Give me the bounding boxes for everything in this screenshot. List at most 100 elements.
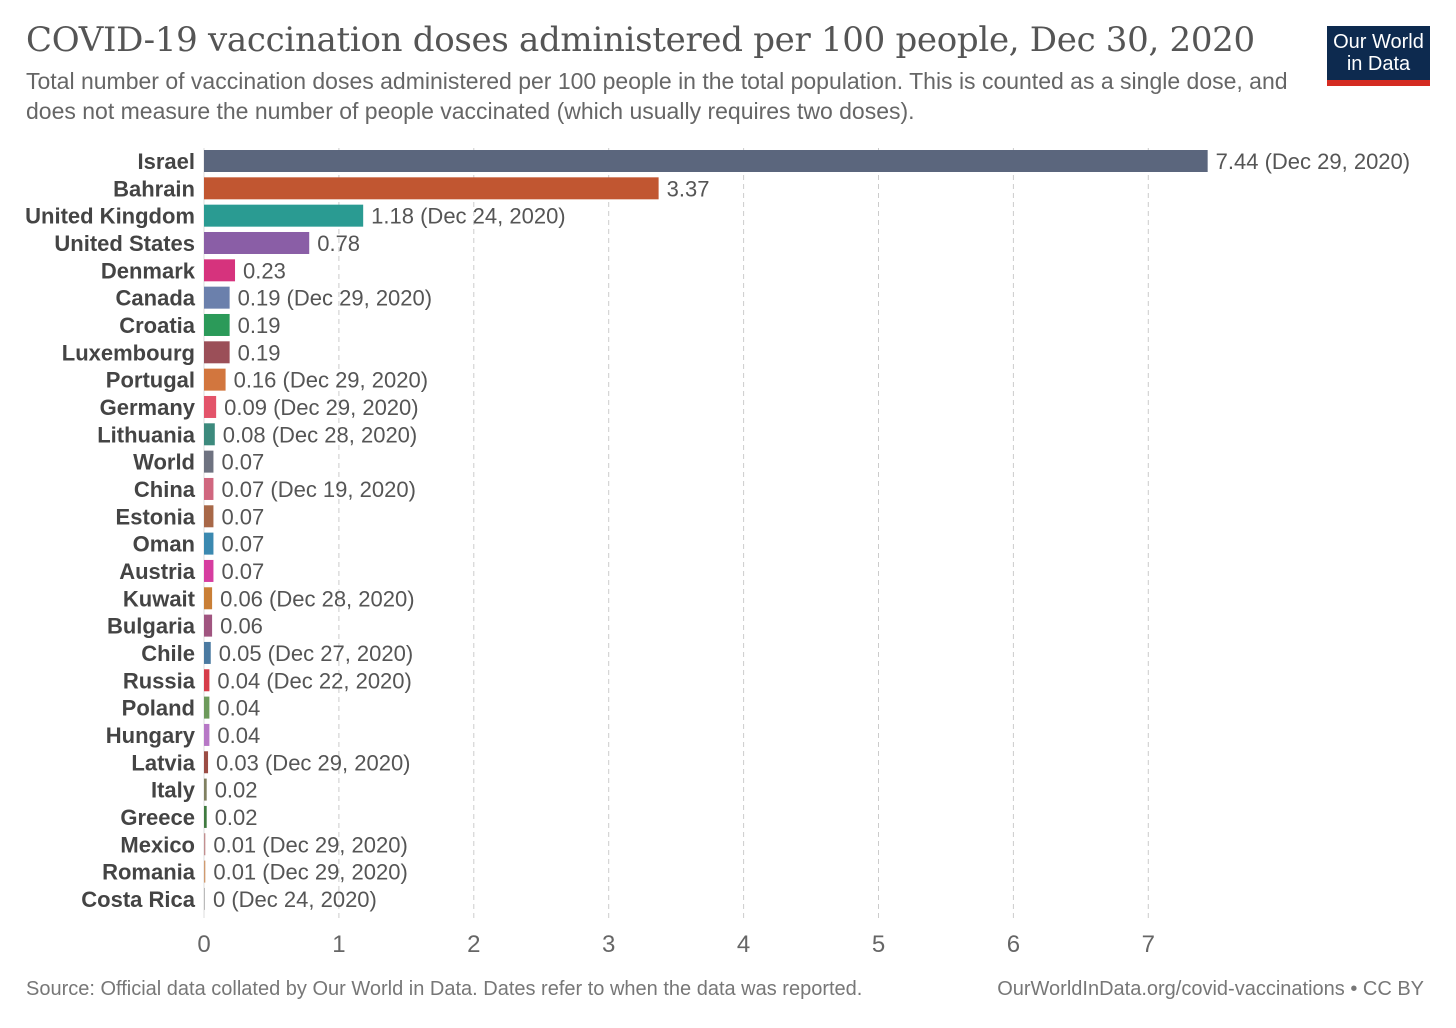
credit-link[interactable]: OurWorldInData.org/covid-vaccinations • … <box>997 978 1424 1000</box>
bar[interactable] <box>204 641 211 664</box>
bar[interactable] <box>204 313 230 336</box>
category-label: United Kingdom <box>25 204 195 229</box>
x-tick-label: 2 <box>467 931 480 958</box>
category-label: Poland <box>122 696 195 721</box>
value-label: 0.16 (Dec 29, 2020) <box>234 368 428 393</box>
value-label: 0.02 <box>215 805 258 830</box>
x-tick-label: 7 <box>1142 931 1155 958</box>
bar[interactable] <box>204 231 310 254</box>
category-label: Greece <box>120 805 195 830</box>
gridlines <box>203 148 1149 918</box>
value-label: 0.04 (Dec 22, 2020) <box>217 668 411 693</box>
category-label: Denmark <box>101 258 196 283</box>
value-label: 0.06 <box>220 614 263 639</box>
value-label: 7.44 (Dec 29, 2020) <box>1216 149 1410 174</box>
category-label: Oman <box>133 532 195 557</box>
category-label: Luxembourg <box>62 340 195 365</box>
bar[interactable] <box>204 450 214 473</box>
category-label: Hungary <box>106 723 196 748</box>
owid-logo[interactable]: Our World in Data <box>1327 26 1430 86</box>
value-label: 0.04 <box>217 723 260 748</box>
category-label: Italy <box>151 778 196 803</box>
category-label: World <box>133 450 195 475</box>
value-label: 0.06 (Dec 28, 2020) <box>220 586 414 611</box>
x-tick-label: 0 <box>197 931 210 958</box>
bar[interactable] <box>204 477 214 500</box>
category-label: China <box>134 477 196 502</box>
value-label: 0.05 (Dec 27, 2020) <box>219 641 413 666</box>
category-label: Bulgaria <box>107 614 196 639</box>
chart-title: COVID-19 vaccination doses administered … <box>26 20 1255 60</box>
value-label: 0.02 <box>215 778 258 803</box>
value-label: 0.08 (Dec 28, 2020) <box>223 422 417 447</box>
value-label: 0.23 <box>243 258 286 283</box>
bar[interactable] <box>204 368 226 391</box>
value-label: 0 (Dec 24, 2020) <box>213 887 377 912</box>
bar[interactable] <box>204 751 209 774</box>
x-tick-label: 4 <box>737 931 750 958</box>
chart-subtitle: Total number of vaccination doses admini… <box>26 68 1288 124</box>
bar[interactable] <box>204 887 205 910</box>
bar[interactable] <box>204 505 214 528</box>
category-label: Canada <box>116 286 196 311</box>
category-label: Romania <box>102 860 196 885</box>
x-tick-label: 1 <box>332 931 345 958</box>
value-label: 0.19 (Dec 29, 2020) <box>238 286 432 311</box>
value-label: 0.07 <box>221 450 264 475</box>
bar[interactable] <box>204 395 217 418</box>
value-label: 0.07 <box>221 559 264 584</box>
value-label: 1.18 (Dec 24, 2020) <box>371 204 565 229</box>
category-label: Portugal <box>106 368 195 393</box>
value-label: 0.03 (Dec 29, 2020) <box>216 750 410 775</box>
bar[interactable] <box>204 669 210 692</box>
category-label: Latvia <box>131 750 195 775</box>
category-label: Bahrain <box>113 176 195 201</box>
logo-line-2: in Data <box>1346 53 1411 75</box>
value-label: 0.78 <box>317 231 360 256</box>
bar[interactable] <box>204 723 210 746</box>
value-label: 0.01 (Dec 29, 2020) <box>213 860 407 885</box>
category-label: Kuwait <box>123 586 196 611</box>
x-axis-ticks: 0 1 2 3 4 5 6 7 <box>197 931 1155 958</box>
value-label: 0.07 (Dec 19, 2020) <box>221 477 415 502</box>
bar[interactable] <box>204 778 207 801</box>
bar[interactable] <box>204 805 207 828</box>
bar[interactable] <box>204 341 230 364</box>
bar[interactable] <box>204 559 214 582</box>
category-label: United States <box>54 231 195 256</box>
value-label: 3.37 <box>667 176 710 201</box>
category-label: Israel <box>138 149 196 174</box>
x-tick-label: 5 <box>872 931 885 958</box>
category-label: Costa Rica <box>81 887 195 912</box>
category-label: Chile <box>141 641 195 666</box>
category-label: Lithuania <box>97 422 196 447</box>
bar[interactable] <box>204 150 1208 172</box>
bar[interactable] <box>204 860 206 883</box>
bars <box>204 150 1208 910</box>
value-label: 0.04 <box>217 696 260 721</box>
value-label: 0.09 (Dec 29, 2020) <box>224 395 418 420</box>
logo-line-1: Our World <box>1333 31 1424 53</box>
category-label: Estonia <box>116 504 196 529</box>
bar[interactable] <box>204 204 364 227</box>
bar[interactable] <box>204 587 213 610</box>
category-label: Croatia <box>119 313 196 338</box>
bar[interactable] <box>204 614 213 637</box>
category-label: Germany <box>100 395 196 420</box>
x-tick-label: 6 <box>1007 931 1020 958</box>
bar[interactable] <box>204 833 206 856</box>
category-label: Russia <box>123 668 196 693</box>
value-label: 0.01 (Dec 29, 2020) <box>213 832 407 857</box>
bar[interactable] <box>204 286 230 309</box>
bar[interactable] <box>204 696 210 719</box>
value-label: 0.07 <box>221 532 264 557</box>
bar[interactable] <box>204 423 215 446</box>
value-label: 0.19 <box>238 340 281 365</box>
bar[interactable] <box>204 259 236 282</box>
bar[interactable] <box>204 532 214 555</box>
bar[interactable] <box>204 177 659 200</box>
category-label: Austria <box>119 559 196 584</box>
x-tick-label: 3 <box>602 931 615 958</box>
